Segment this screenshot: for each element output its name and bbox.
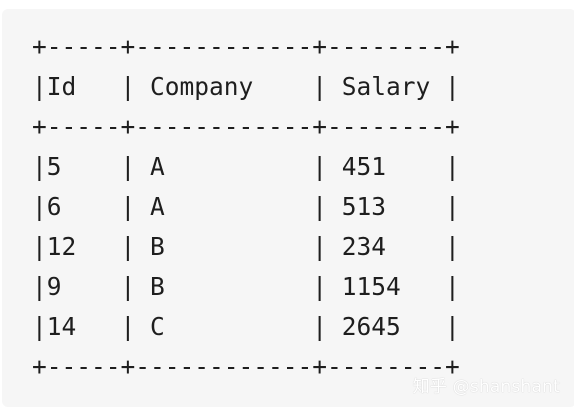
table-border-bottom: +-----+------------+--------+ [32,352,460,381]
table-row: |9 | B | 1154 | [32,272,460,301]
table-row: |12 | B | 234 | [32,232,460,261]
table-row: |6 | A | 513 | [32,192,460,221]
ascii-table: +-----+------------+--------+ |Id | Compa… [32,27,460,387]
code-block [2,9,574,407]
table-header-separator: +-----+------------+--------+ [32,112,460,141]
table-header-row: |Id | Company | Salary | [32,72,460,101]
watermark: 知乎 @shanshant [412,377,560,397]
table-border-top: +-----+------------+--------+ [32,32,460,61]
table-row: |14 | C | 2645 | [32,312,460,341]
table-row: |5 | A | 451 | [32,152,460,181]
